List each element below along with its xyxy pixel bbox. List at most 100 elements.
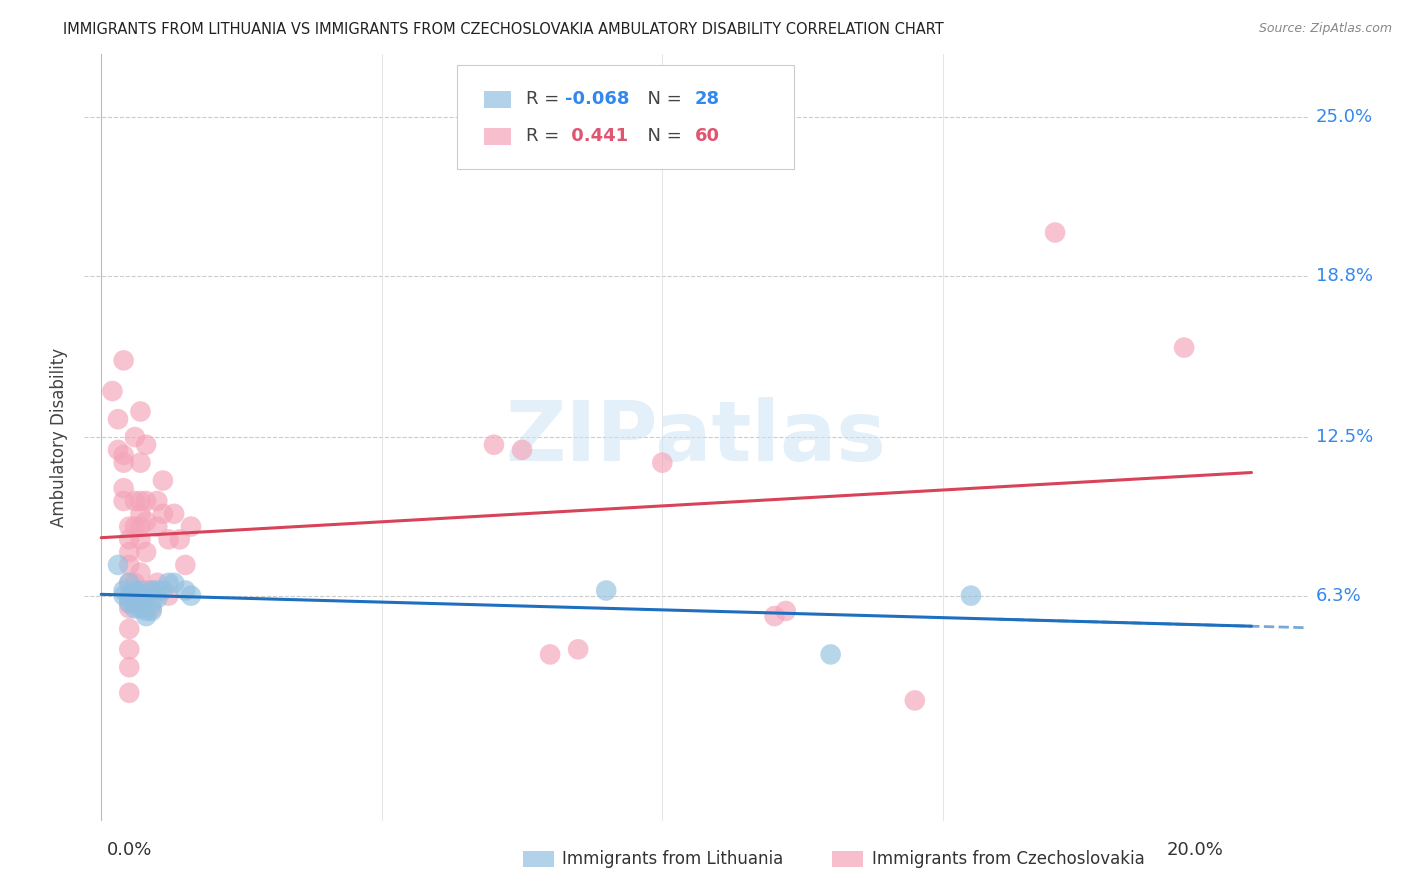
Point bbox=[118, 589, 141, 603]
Text: 0.441: 0.441 bbox=[565, 128, 628, 145]
Text: 60: 60 bbox=[695, 128, 720, 145]
Point bbox=[124, 430, 146, 444]
Point bbox=[135, 545, 157, 559]
Point bbox=[152, 474, 174, 488]
Point bbox=[129, 404, 152, 418]
Point bbox=[107, 442, 129, 457]
Point bbox=[763, 609, 786, 624]
Text: R =: R = bbox=[526, 90, 565, 108]
FancyBboxPatch shape bbox=[484, 128, 512, 145]
Point bbox=[124, 583, 146, 598]
Point bbox=[118, 596, 141, 610]
Point bbox=[112, 589, 135, 603]
Point bbox=[118, 545, 141, 559]
Point bbox=[146, 494, 169, 508]
Point bbox=[174, 583, 197, 598]
Point bbox=[124, 596, 146, 610]
Point bbox=[152, 583, 174, 598]
Point bbox=[135, 494, 157, 508]
Point bbox=[1043, 226, 1066, 240]
Point bbox=[112, 456, 135, 470]
Point bbox=[141, 596, 163, 610]
Text: 6.3%: 6.3% bbox=[1316, 587, 1361, 605]
Point bbox=[118, 622, 141, 636]
Point bbox=[112, 583, 135, 598]
Point bbox=[118, 601, 141, 615]
Point bbox=[129, 566, 152, 580]
Point bbox=[141, 583, 163, 598]
Point bbox=[101, 384, 124, 398]
Text: 12.5%: 12.5% bbox=[1316, 428, 1374, 446]
Text: 25.0%: 25.0% bbox=[1316, 109, 1374, 127]
Point bbox=[651, 456, 673, 470]
Point bbox=[118, 591, 141, 606]
Point bbox=[141, 583, 163, 598]
Text: 20.0%: 20.0% bbox=[1167, 841, 1223, 859]
Point bbox=[960, 589, 983, 603]
Point bbox=[904, 693, 927, 707]
Point bbox=[135, 604, 157, 618]
Point bbox=[482, 438, 505, 452]
Point bbox=[129, 494, 152, 508]
Point bbox=[538, 648, 561, 662]
Point bbox=[107, 558, 129, 572]
Point bbox=[141, 604, 163, 618]
Point bbox=[157, 533, 180, 547]
Text: R =: R = bbox=[526, 128, 565, 145]
Text: 0.0%: 0.0% bbox=[107, 841, 152, 859]
Text: IMMIGRANTS FROM LITHUANIA VS IMMIGRANTS FROM CZECHOSLOVAKIA AMBULATORY DISABILIT: IMMIGRANTS FROM LITHUANIA VS IMMIGRANTS … bbox=[63, 22, 943, 37]
Text: 28: 28 bbox=[695, 90, 720, 108]
Point bbox=[129, 507, 152, 521]
Point bbox=[124, 494, 146, 508]
Point bbox=[112, 494, 135, 508]
Point bbox=[112, 448, 135, 462]
Point bbox=[157, 575, 180, 590]
Point bbox=[112, 481, 135, 495]
Point bbox=[595, 583, 617, 598]
Text: N =: N = bbox=[636, 90, 688, 108]
Point bbox=[180, 519, 202, 533]
Point bbox=[135, 515, 157, 529]
Point bbox=[118, 533, 141, 547]
Text: N =: N = bbox=[636, 128, 688, 145]
Point bbox=[129, 519, 152, 533]
Point bbox=[118, 558, 141, 572]
Text: ZIPatlas: ZIPatlas bbox=[506, 397, 886, 477]
Point bbox=[135, 438, 157, 452]
Point bbox=[129, 601, 152, 615]
Point bbox=[146, 575, 169, 590]
Point bbox=[118, 575, 141, 590]
Point bbox=[124, 519, 146, 533]
Point bbox=[129, 583, 152, 598]
Point bbox=[141, 601, 163, 615]
Point bbox=[118, 519, 141, 533]
FancyBboxPatch shape bbox=[457, 65, 794, 169]
Point bbox=[146, 583, 169, 598]
Point bbox=[118, 596, 141, 610]
Point bbox=[107, 412, 129, 426]
Text: Source: ZipAtlas.com: Source: ZipAtlas.com bbox=[1258, 22, 1392, 36]
Point bbox=[129, 533, 152, 547]
Point bbox=[146, 519, 169, 533]
Point bbox=[118, 575, 141, 590]
Point bbox=[124, 575, 146, 590]
Point bbox=[510, 442, 533, 457]
Point bbox=[129, 589, 152, 603]
Point bbox=[163, 507, 186, 521]
Point bbox=[180, 589, 202, 603]
Point bbox=[775, 604, 797, 618]
Point bbox=[124, 596, 146, 610]
Text: -0.068: -0.068 bbox=[565, 90, 630, 108]
Y-axis label: Ambulatory Disability: Ambulatory Disability bbox=[51, 348, 69, 526]
Point bbox=[135, 589, 157, 603]
Point bbox=[163, 575, 186, 590]
Point bbox=[152, 507, 174, 521]
Text: 18.8%: 18.8% bbox=[1316, 267, 1372, 285]
Point bbox=[118, 660, 141, 674]
Point bbox=[129, 456, 152, 470]
Point bbox=[146, 591, 169, 606]
Text: Immigrants from Czechoslovakia: Immigrants from Czechoslovakia bbox=[872, 850, 1144, 868]
Point bbox=[124, 601, 146, 615]
Point bbox=[135, 609, 157, 624]
Point bbox=[118, 642, 141, 657]
